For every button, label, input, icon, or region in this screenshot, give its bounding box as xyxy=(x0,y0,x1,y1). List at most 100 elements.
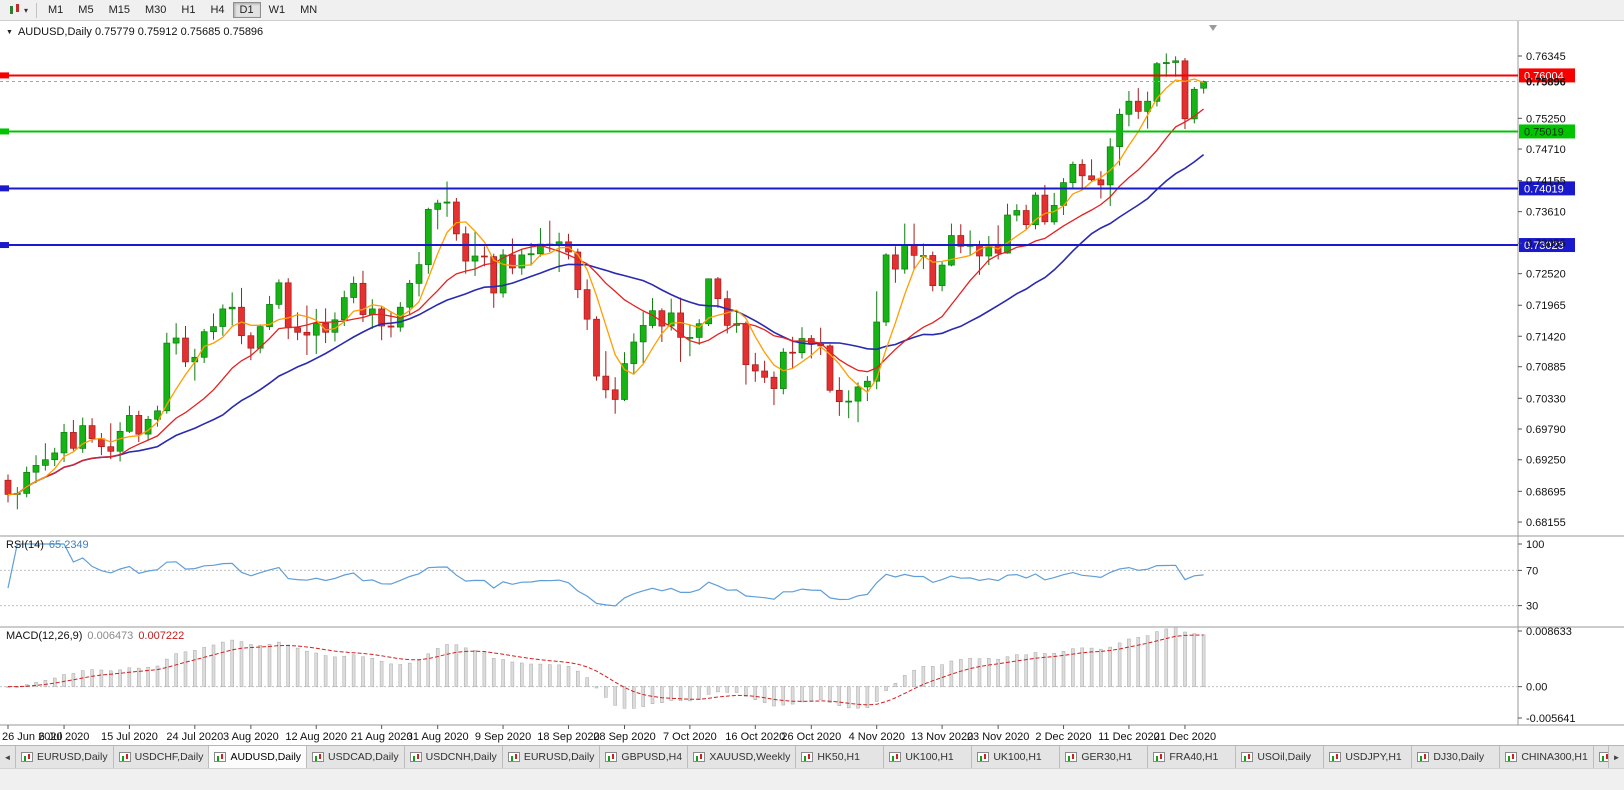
collapse-triangle-icon[interactable]: ▼ xyxy=(6,28,13,36)
chart-tab-ger30-h1[interactable]: GER30,H1 xyxy=(1060,746,1149,768)
time-axis-label: 11 Dec 2020 xyxy=(1098,731,1160,743)
candle-body xyxy=(1078,164,1086,177)
macd-bar xyxy=(641,686,645,707)
macd-bar xyxy=(1052,652,1056,687)
price-tag-0.76004: 0.76004 xyxy=(1519,68,1575,83)
chart-tab-hk50-h1[interactable]: HK50,H1 xyxy=(796,746,885,768)
toolbar-separator xyxy=(36,2,38,18)
macd-bar xyxy=(258,645,262,687)
chart-tab-label: UK100,H1 xyxy=(993,751,1042,763)
dropdown-caret-icon: ▾ xyxy=(24,5,29,15)
candle-body xyxy=(1041,194,1049,223)
rsi-axis-label: 100 xyxy=(1526,539,1544,551)
chart-tab-xauusd-weekly[interactable]: XAUUSD,Weekly xyxy=(688,746,797,768)
chart-tab-label: HK50,H1 xyxy=(817,751,860,763)
timeframe-buttons: M1 M5 M15 M30 H1 H4 D1 W1 MN xyxy=(41,2,324,18)
chart-tab-usdcnh-daily[interactable]: USDCNH,Daily xyxy=(404,746,503,768)
mini-chart-icon xyxy=(605,752,618,762)
candle-body xyxy=(770,376,778,389)
ma-fast-line xyxy=(7,78,1204,496)
timeframe-w1-button[interactable]: W1 xyxy=(268,4,286,16)
chart-tab-uk100-h1[interactable]: UK100,H1 xyxy=(884,746,973,768)
chart-tab-uk100-h1[interactable]: UK100,H1 xyxy=(972,746,1061,768)
candle-body xyxy=(621,363,628,400)
time-axis-label: 7 Oct 2020 xyxy=(663,731,717,743)
chart-tab-label: EURUSD,Daily xyxy=(523,751,595,763)
chart-tab-audusd-daily[interactable]: AUDUSD,Daily xyxy=(209,746,308,768)
timeframe-h4-button[interactable]: H4 xyxy=(210,4,225,16)
price-chart[interactable]: 0.76004 0.75019 0.74019 0.73023 0.76345 0.752… xyxy=(0,21,1624,745)
candle-body xyxy=(1050,205,1058,223)
macd-bar xyxy=(127,667,132,687)
macd-bar xyxy=(426,653,431,687)
price-axis-label: 0.71965 xyxy=(1526,300,1566,312)
macd-bar xyxy=(323,655,328,687)
candle-body xyxy=(126,415,133,432)
chart-tab-fra40-h1[interactable]: FRA40,H1 xyxy=(1148,746,1237,768)
timeframe-m15-button[interactable]: M15 xyxy=(108,4,130,16)
chart-tab-china300-h1[interactable]: CHINA300,H1 xyxy=(1500,746,1594,768)
ma-slow-line xyxy=(7,153,1205,496)
time-axis-label: 15 Jul 2020 xyxy=(101,731,158,743)
timeframe-m5-button[interactable]: M5 xyxy=(78,4,94,16)
macd-bar xyxy=(510,661,515,687)
chart-shift-marker-icon[interactable] xyxy=(1209,25,1217,31)
candle-body xyxy=(1032,194,1039,226)
candle-body xyxy=(677,312,684,338)
time-axis-label: 3 Aug 2020 xyxy=(223,731,279,743)
time-axis-label: 31 Aug 2020 xyxy=(407,731,469,743)
candle-body xyxy=(294,327,301,333)
tabs-scroll-left-button[interactable]: ◄ xyxy=(0,746,16,768)
mini-chart-icon xyxy=(693,752,706,762)
price-axis-label: 0.70330 xyxy=(1526,393,1566,405)
chart-tab-label: UK100,H1 xyxy=(905,751,954,763)
macd-bar xyxy=(1015,654,1019,687)
chart-type-button[interactable]: ▾ xyxy=(4,3,32,17)
timeframe-toolbar: ▾ M1 M5 M15 M30 H1 H4 D1 W1 MN xyxy=(0,0,1624,21)
line-edge-marker[interactable] xyxy=(0,72,9,79)
macd-bar xyxy=(370,657,375,687)
macd-bar xyxy=(725,686,730,693)
line-edge-marker[interactable] xyxy=(0,242,9,249)
line-edge-marker[interactable] xyxy=(0,185,9,192)
candle-body xyxy=(359,282,367,315)
chart-tab-dj30-daily[interactable]: DJ30,Daily xyxy=(1412,746,1501,768)
chart-tab-usdjpy-h1[interactable]: USDJPY,H1 xyxy=(1324,746,1413,768)
tabs-scroll-right-button[interactable]: ► xyxy=(1608,746,1624,768)
macd-bar xyxy=(249,644,253,687)
candle-body xyxy=(1013,210,1021,216)
line-edge-marker[interactable] xyxy=(0,128,9,135)
svg-text:0.76004: 0.76004 xyxy=(1524,70,1564,82)
macd-bar xyxy=(398,664,403,687)
chart-tab-label: EURUSD,Daily xyxy=(37,751,108,763)
chart-tab-eurusd-daily[interactable]: EURUSD,Daily xyxy=(502,746,601,768)
timeframe-mn-button[interactable]: MN xyxy=(300,4,318,16)
chart-tab-usoil-daily[interactable]: USOil,Daily xyxy=(1236,746,1325,768)
timeframe-m1-button[interactable]: M1 xyxy=(48,4,64,16)
macd-bar xyxy=(389,663,393,687)
candle-body xyxy=(135,415,143,435)
macd-bar xyxy=(1173,627,1178,687)
candle-body xyxy=(1134,100,1142,112)
macd-bar xyxy=(744,686,748,697)
chart-tab-usdchf-daily[interactable]: USDCHF,Daily xyxy=(113,746,210,768)
chart-tab-gbpusd-h4[interactable]: GBPUSD,H4 xyxy=(600,746,689,768)
current-price-label: 0.75896 xyxy=(1526,77,1566,89)
candle-body xyxy=(1060,182,1067,206)
macd-bar xyxy=(286,644,290,687)
timeframe-d1-button[interactable]: D1 xyxy=(232,2,261,18)
chart-tab-eurusd-daily[interactable]: EURUSD,Daily xyxy=(16,746,114,768)
macd-bar xyxy=(688,686,692,702)
macd-bar xyxy=(566,666,571,687)
macd-bar xyxy=(43,680,48,687)
macd-bar xyxy=(90,669,94,687)
candle-body xyxy=(929,255,937,287)
timeframe-h1-button[interactable]: H1 xyxy=(181,4,196,16)
macd-bar xyxy=(454,644,459,687)
timeframe-m30-button[interactable]: M30 xyxy=(144,4,167,16)
macd-bar xyxy=(548,664,552,687)
mini-chart-icon xyxy=(507,752,520,762)
macd-bar xyxy=(660,686,664,703)
candle-body xyxy=(228,306,236,310)
chart-tab-usdcad-daily[interactable]: USDCAD,Daily xyxy=(307,746,405,768)
